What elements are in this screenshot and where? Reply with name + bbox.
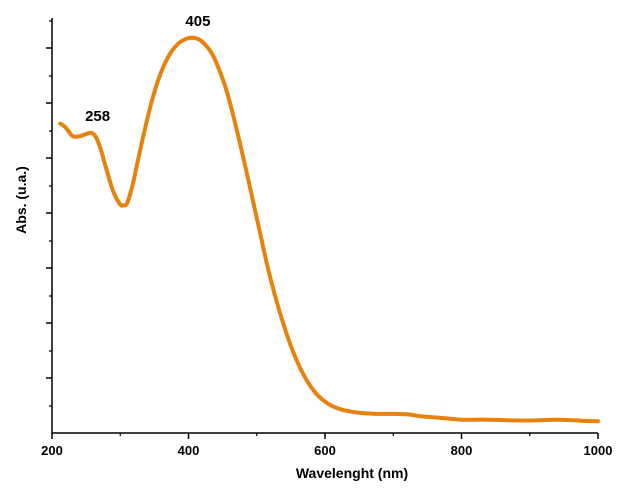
x-minor-ticks xyxy=(119,433,531,436)
x-tick-label: 400 xyxy=(178,443,200,458)
x-tick-label: 600 xyxy=(314,443,336,458)
peak-label-405: 405 xyxy=(185,13,210,30)
peak-annotations: 258 405 xyxy=(85,13,210,125)
y-ticks xyxy=(46,20,52,407)
axes xyxy=(51,18,598,434)
y-axis-title: Abs. (u.a.) xyxy=(13,166,29,234)
x-ticks xyxy=(51,433,599,439)
absorbance-series-line xyxy=(58,35,600,424)
x-tick-label: 200 xyxy=(41,443,63,458)
x-axis-title: Wavelenght (nm) xyxy=(296,465,408,481)
x-tick-labels: 200 400 600 800 1000 xyxy=(41,443,612,458)
x-tick-label: 800 xyxy=(451,443,473,458)
peak-label-258: 258 xyxy=(85,108,110,125)
x-tick-label: 1000 xyxy=(584,443,613,458)
